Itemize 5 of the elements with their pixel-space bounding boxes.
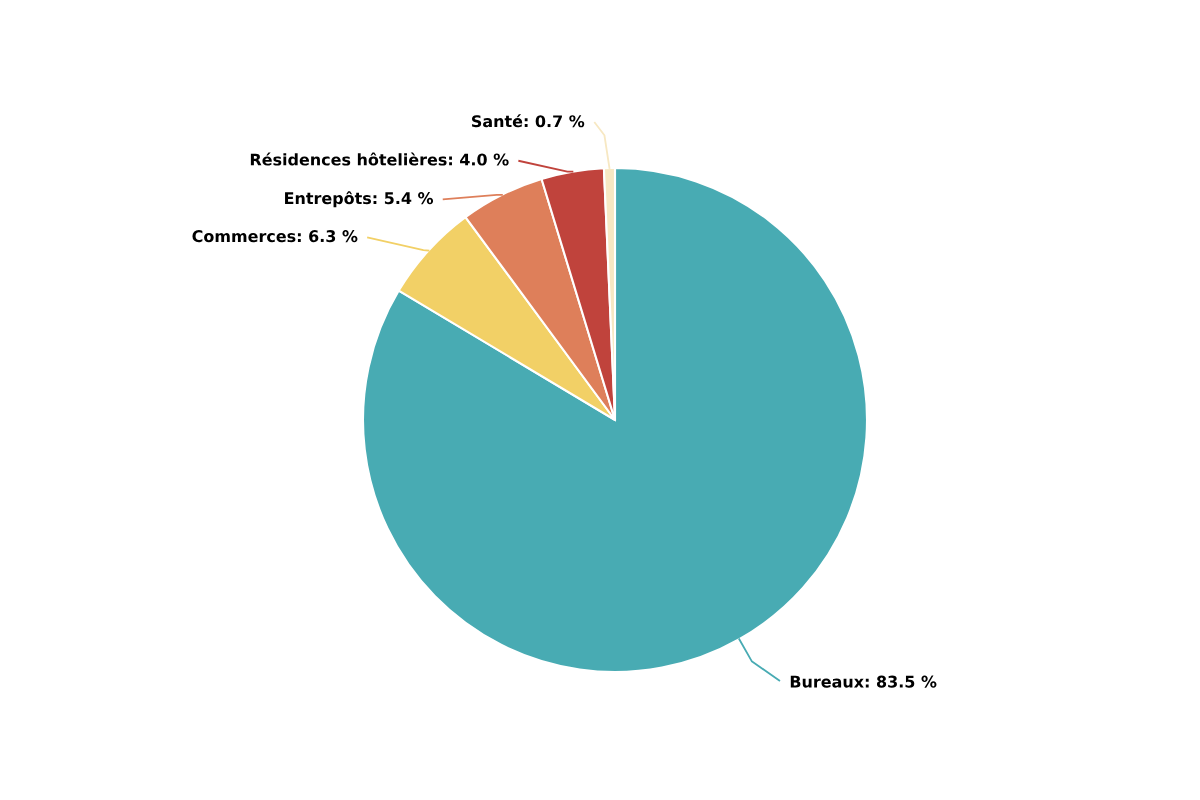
slice-label: Résidences hôtelières: 4.0 % bbox=[250, 152, 509, 166]
slice-label: Commerces: 6.3 % bbox=[192, 230, 358, 243]
slice-label: Bureaux: 83.5 % bbox=[790, 675, 937, 688]
slice-label: Entrepôts: 5.4 % bbox=[285, 191, 434, 208]
slice-label: Santé: 0.7 % bbox=[471, 114, 585, 128]
